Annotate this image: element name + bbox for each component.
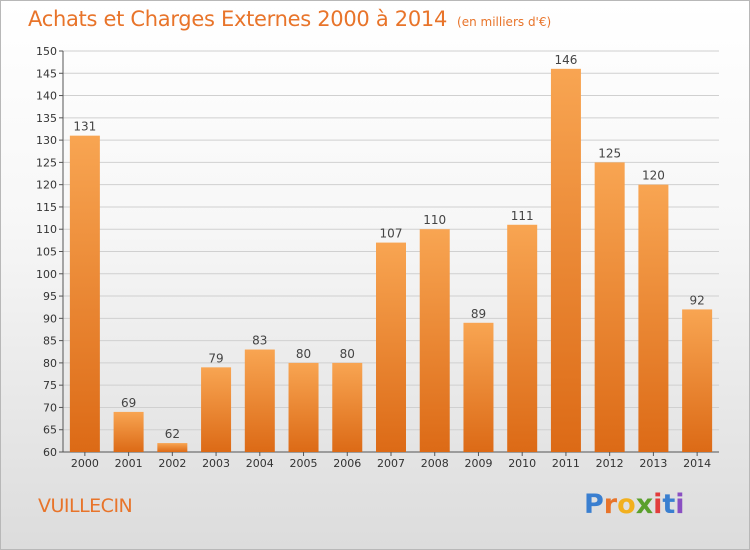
x-tick-label: 2009	[464, 457, 492, 470]
logo-letter: P	[584, 489, 604, 520]
bar-2004	[244, 349, 275, 452]
x-tick-label: 2001	[115, 457, 143, 470]
proxiti-logo[interactable]: Proxiti	[584, 489, 685, 520]
x-tick-label: 2005	[290, 457, 318, 470]
bar-value-label: 80	[296, 347, 311, 361]
y-tick-label: 130	[36, 134, 57, 147]
bar-2009	[463, 322, 494, 452]
bar-value-label: 89	[471, 307, 486, 321]
bar-value-label: 120	[642, 169, 665, 183]
logo-letter: x	[635, 489, 654, 520]
chart-subtitle: (en milliers d'€)	[457, 15, 552, 29]
bar-2012	[594, 162, 625, 452]
bar-2000	[69, 135, 100, 452]
bar-2007	[376, 242, 406, 452]
y-tick-label: 150	[36, 45, 57, 58]
x-tick-label: 2003	[202, 457, 230, 470]
x-tick-label: 2013	[639, 457, 667, 470]
y-tick-label: 110	[36, 223, 57, 236]
bar-2001	[113, 411, 144, 452]
y-tick-label: 135	[36, 112, 57, 125]
bar-2011	[550, 68, 581, 453]
bars	[69, 68, 713, 453]
logo-letter: i	[675, 489, 685, 520]
bar-2003	[201, 367, 232, 452]
data-labels: 131 69 62 79 83 80 80 107 110 89 111 146 125 120 92	[73, 53, 704, 441]
bar-value-label: 131	[73, 120, 96, 134]
x-tick-label: 2004	[246, 457, 274, 470]
logo-letter: t	[662, 489, 676, 520]
bar-value-label: 69	[121, 396, 136, 410]
bar-2014	[682, 309, 713, 452]
x-tick-label: 2008	[421, 457, 449, 470]
bar-value-label: 107	[380, 227, 403, 241]
y-tick-label: 90	[43, 312, 57, 325]
chart-title: Achats et Charges Externes 2000 à 2014 (e…	[28, 7, 551, 31]
y-tick-label: 65	[43, 424, 57, 437]
y-tick-label: 70	[43, 401, 57, 414]
logo-letter: o	[617, 489, 636, 520]
bar-2002	[157, 443, 188, 452]
bar-value-label: 92	[689, 293, 704, 307]
y-tick-label: 115	[36, 201, 57, 214]
bar-2008	[419, 229, 450, 452]
x-tick-label: 2000	[71, 457, 99, 470]
y-tick-label: 105	[36, 246, 57, 259]
bar-2006	[332, 362, 363, 452]
x-tick-label: 2010	[508, 457, 536, 470]
x-tick-label: 2007	[377, 457, 405, 470]
y-tick-label: 60	[43, 446, 57, 459]
bar-value-label: 111	[511, 209, 534, 223]
bar-value-label: 110	[423, 213, 446, 227]
x-tick-label: 2002	[158, 457, 186, 470]
chart-title-text: Achats et Charges Externes 2000 à 2014	[28, 7, 448, 31]
y-tick-label: 125	[36, 156, 57, 169]
y-tick-label: 75	[43, 379, 57, 392]
y-tick-label: 85	[43, 335, 57, 348]
logo-letter: r	[603, 489, 618, 520]
logo-letter: i	[653, 489, 663, 520]
bar-value-label: 80	[340, 347, 355, 361]
bar-value-label: 125	[598, 146, 621, 160]
y-tick-label: 145	[36, 67, 57, 80]
y-tick-label: 100	[36, 268, 57, 281]
x-tick-label: 2012	[596, 457, 624, 470]
y-tick-label: 140	[36, 90, 57, 103]
x-tick-labels: 2000 2001 2002 2003 2004 2005 2006 2007 2008 2009…	[71, 457, 711, 470]
y-tick-label: 120	[36, 179, 57, 192]
bar-value-label: 62	[165, 427, 180, 441]
y-tick-labels: 60 65 70 75 80 85 90 95 100 105 110 115 120 125 130 135…	[36, 45, 57, 459]
bar-value-label: 79	[208, 351, 223, 365]
bar-2013	[638, 184, 669, 452]
x-tick-label: 2011	[552, 457, 580, 470]
commune-name: VUILLECIN	[38, 495, 133, 517]
bar-value-label: 146	[554, 53, 577, 67]
y-tick-label: 80	[43, 357, 57, 370]
x-tick-label: 2006	[333, 457, 361, 470]
bar-value-label: 83	[252, 334, 267, 348]
x-tick-label: 2014	[683, 457, 711, 470]
bar-2010	[507, 224, 538, 452]
bar-2005	[288, 362, 319, 452]
y-tick-label: 95	[43, 290, 57, 303]
